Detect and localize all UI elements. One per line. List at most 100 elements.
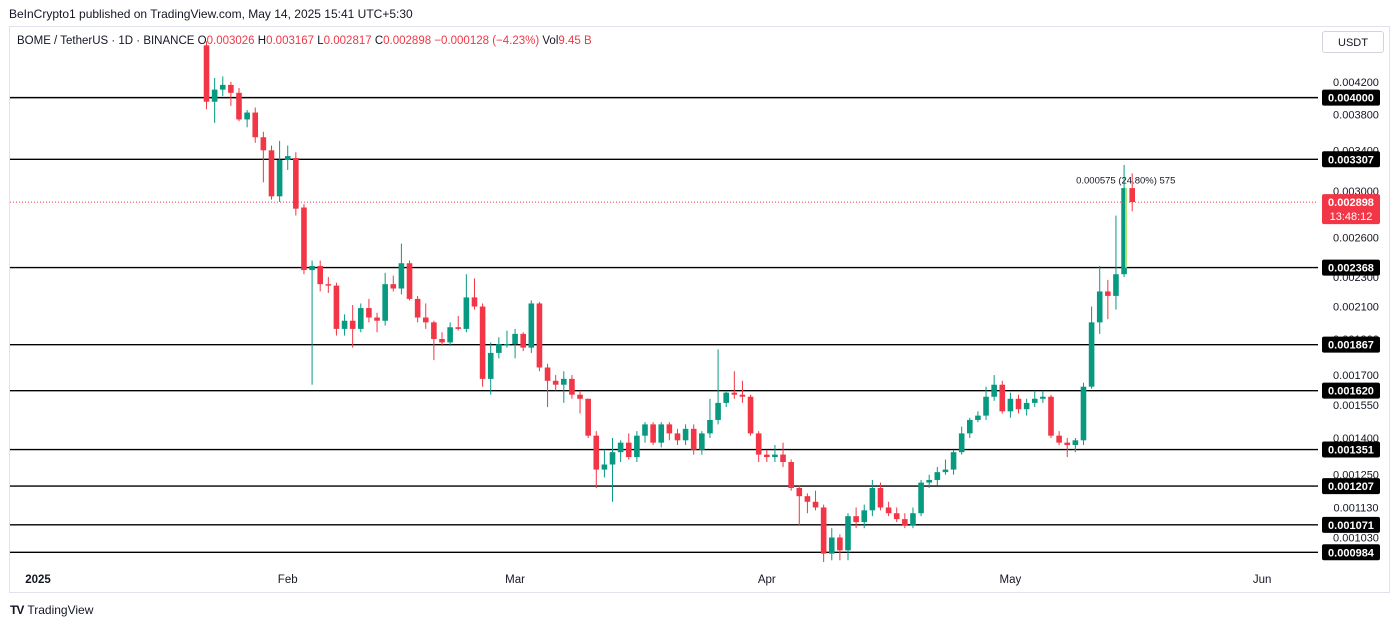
candle-body: [293, 158, 299, 209]
candle-body: [788, 462, 794, 488]
price-tick-label: 0.001700: [1333, 370, 1379, 382]
candle-body: [260, 137, 267, 151]
candle-body: [276, 159, 283, 197]
candle: [1096, 265, 1103, 334]
candle-body: [1080, 386, 1087, 441]
symbol-name[interactable]: BOME / TetherUS · 1D · BINANCE: [17, 35, 195, 47]
time-tick-label: Apr: [758, 574, 776, 586]
candle-body: [1121, 188, 1127, 275]
candle: [1007, 392, 1014, 418]
candles: [203, 41, 1135, 562]
candle: [374, 312, 380, 333]
level-price-label: 0.001620: [1328, 386, 1374, 398]
candle: [642, 422, 648, 443]
candle-body: [431, 322, 437, 339]
candle: [349, 304, 356, 348]
candle: [828, 528, 835, 561]
candle: [902, 513, 908, 529]
candle: [666, 422, 673, 441]
candle: [1064, 437, 1071, 458]
candle-body: [804, 496, 811, 502]
level-price-badge: [1322, 151, 1380, 168]
candle-body: [341, 320, 348, 329]
candle: [455, 315, 462, 331]
candle: [439, 332, 445, 346]
price-tick-label: 0.001030: [1333, 532, 1379, 544]
candle: [390, 275, 397, 292]
candle: [236, 88, 242, 122]
candle-body: [479, 306, 486, 379]
candle: [926, 474, 932, 488]
candle-body: [496, 344, 502, 353]
candle-body: [309, 265, 315, 271]
candle-body: [439, 338, 445, 343]
published-caption: BeInCrypto1 published on TradingView.com…: [9, 7, 413, 21]
price-tick-label: 0.003800: [1333, 109, 1379, 121]
time-tick-label: 2025: [25, 574, 51, 586]
candle-body: [414, 298, 421, 318]
candle-body: [1015, 398, 1022, 410]
candle-body: [358, 308, 364, 329]
candle: [577, 390, 583, 414]
candle: [1088, 306, 1095, 389]
candle: [463, 274, 470, 333]
candle: [707, 398, 713, 438]
candle-body: [764, 454, 770, 458]
chart-frame: [9, 26, 1390, 593]
candle-body: [723, 392, 729, 403]
candle-body: [333, 285, 340, 329]
footer-brand: TradingView: [27, 603, 94, 617]
candle: [755, 431, 762, 463]
candle-body: [211, 89, 218, 102]
candle-body: [1040, 396, 1046, 399]
candle: [999, 380, 1006, 414]
candle-body: [690, 428, 697, 450]
high-label: H: [257, 35, 267, 47]
candle: [382, 272, 388, 326]
candle-body: [528, 303, 535, 348]
currency-button[interactable]: USDT: [1322, 31, 1384, 53]
candle-body: [837, 537, 843, 551]
price-tick-label: 0.004200: [1333, 77, 1379, 89]
candle-body: [520, 333, 526, 348]
candle: [219, 76, 226, 97]
candle: [561, 371, 567, 403]
level-price-label: 0.002368: [1328, 263, 1374, 275]
candle-body: [487, 352, 494, 379]
time-tick-label: Feb: [278, 574, 298, 586]
candle: [983, 386, 989, 420]
volume-value: 9.45 B: [558, 35, 592, 47]
candle: [414, 295, 421, 323]
candle-body: [268, 150, 275, 197]
candle: [504, 330, 510, 348]
level-price-badge: [1322, 478, 1380, 495]
candle-body: [918, 482, 924, 514]
measure-annotation: 0.000575 (24.80%) 575: [1076, 175, 1175, 186]
candle-body: [902, 519, 908, 526]
level-price-label: 0.001071: [1328, 520, 1374, 532]
candle: [1080, 382, 1087, 446]
candle: [804, 493, 811, 514]
candle-body: [772, 454, 778, 458]
change-value: −0.000128 (−4.23%): [434, 35, 540, 47]
time-tick-label: Jun: [1253, 574, 1272, 586]
candle: [496, 337, 502, 359]
candle: [601, 449, 608, 478]
candle-body: [390, 284, 397, 289]
candle-body: [422, 317, 429, 323]
level-price-label: 0.001351: [1328, 445, 1374, 457]
candle: [609, 437, 616, 502]
candle-body: [715, 402, 721, 420]
candle: [1040, 390, 1046, 403]
current-price-badge: [1322, 194, 1380, 225]
candle-body: [699, 433, 705, 450]
candle-body: [382, 284, 388, 321]
candle: [869, 479, 876, 517]
candle-body: [731, 392, 738, 395]
candle-body: [544, 367, 551, 381]
candle: [699, 431, 705, 455]
close-label: C: [374, 35, 384, 47]
time-axis: 2025 Feb Mar Apr May Jun: [25, 574, 1271, 586]
price-tick-label: 0.002100: [1333, 302, 1379, 314]
